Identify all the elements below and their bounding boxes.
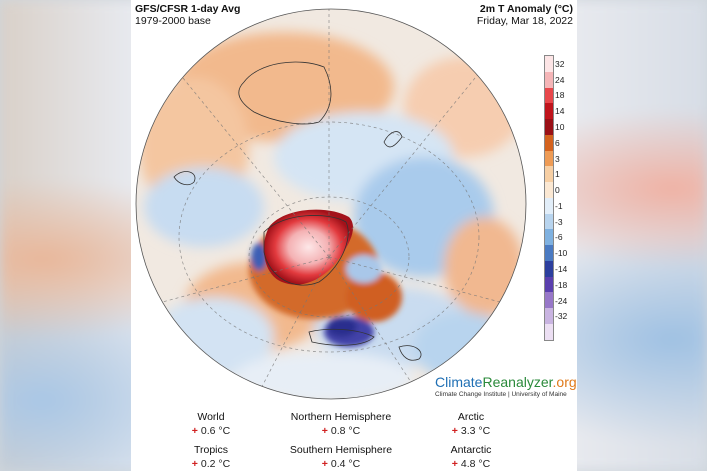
stat-label: Arctic	[457, 411, 485, 423]
stat-value: 0.6 °C	[200, 425, 231, 437]
plus-sign: +	[321, 458, 328, 470]
climate-map-panel: GFS/CFSR 1-day Avg 1979-2000 base 2m T A…	[131, 0, 577, 471]
regional-anomaly-stats: World +0.6 °C Northern Hemisphere +0.8 °…	[131, 408, 577, 471]
stat-tropics: Tropics +0.2 °C	[176, 443, 246, 471]
legend-colorbar: 32 24 18 14 10 6 3 1 0 -1 -3 -6 -10 -14 -18 -24 -32	[544, 55, 576, 345]
colorbar-gradient	[544, 55, 554, 341]
colorbar-segment	[545, 276, 553, 293]
colorbar-tick-label: -14	[555, 264, 568, 274]
colorbar-tick-label: -24	[555, 295, 568, 306]
colorbar-segment	[545, 229, 553, 246]
colorbar-segment	[545, 119, 553, 135]
stat-southern-hemisphere: Southern Hemisphere +0.4 °C	[271, 443, 411, 471]
colorbar-segment	[545, 166, 553, 183]
stat-value: 0.4 °C	[330, 458, 361, 470]
stat-value: 0.8 °C	[330, 425, 361, 437]
colorbar-segment	[545, 87, 553, 104]
colorbar-tick-label: 1	[555, 169, 560, 180]
brand-part-org: .org	[552, 374, 577, 390]
colorbar-tick-label: 10	[555, 122, 565, 132]
colorbar-tick-label: -18	[555, 279, 568, 290]
stat-label: Northern Hemisphere	[290, 411, 392, 423]
stat-label: Tropics	[193, 444, 229, 456]
stat-value: 0.2 °C	[200, 458, 231, 470]
baseline-label: 1979-2000 base	[135, 15, 211, 27]
plus-sign: +	[321, 425, 328, 437]
plus-sign: +	[191, 458, 198, 470]
plus-sign: +	[451, 458, 458, 470]
stat-label: Antarctic	[450, 444, 492, 456]
colorbar-tick-label: -1	[555, 200, 563, 211]
colorbar-tick-label: 3	[555, 153, 560, 164]
colorbar-segment	[545, 71, 553, 88]
colorbar-tick-label: 0	[555, 185, 560, 196]
colorbar-tick-label: -3	[555, 216, 563, 227]
date-label: Friday, Mar 18, 2022	[476, 15, 573, 27]
brand-block: ClimateReanalyzer.org Climate Change Ins…	[435, 375, 577, 399]
stat-label: World	[197, 411, 225, 423]
colorbar-tick-label: 24	[555, 74, 565, 85]
colorbar-segment	[545, 103, 553, 120]
globe-surface	[136, 9, 526, 399]
colorbar-segment	[545, 182, 553, 198]
colorbar-segment	[545, 308, 553, 325]
stat-label: Southern Hemisphere	[289, 444, 393, 456]
colorbar-segment	[545, 213, 553, 230]
brand-part-reanalyzer: Reanalyzer	[482, 374, 553, 390]
variable-title: 2m T Anomaly (°C)	[479, 3, 573, 15]
stat-value: 4.8 °C	[460, 458, 491, 470]
plus-sign: +	[191, 425, 198, 437]
colorbar-segment	[545, 150, 553, 167]
stat-arctic: Arctic +3.3 °C	[421, 410, 521, 438]
colorbar-tick-label: -10	[555, 248, 568, 259]
colorbar-tick-label: 14	[555, 106, 565, 117]
colorbar-segment	[545, 245, 553, 261]
model-title: GFS/CFSR 1-day Avg	[135, 3, 241, 15]
brand-part-climate: Climate	[435, 374, 483, 390]
brand-subtitle: Climate Change Institute | University of…	[435, 391, 567, 398]
colorbar-tick-label: 32	[555, 58, 565, 69]
coastlines	[173, 61, 422, 361]
globe-outline	[135, 8, 527, 400]
plus-sign: +	[451, 425, 458, 437]
graticule-lines	[143, 9, 520, 399]
colorbar-segment	[545, 134, 553, 151]
colorbar-segment	[545, 197, 553, 214]
stat-antarctic: Antarctic +4.8 °C	[421, 443, 521, 471]
colorbar-segment	[545, 56, 553, 72]
stat-northern-hemisphere: Northern Hemisphere +0.8 °C	[271, 410, 411, 438]
colorbar-segment	[545, 324, 553, 340]
colorbar-tick-label: 6	[555, 137, 560, 148]
map-header-right: 2m T Anomaly (°C) Friday, Mar 18, 2022	[477, 3, 573, 27]
anomaly-globe-map	[135, 8, 527, 400]
map-header-left: GFS/CFSR 1-day Avg 1979-2000 base	[135, 3, 240, 27]
colorbar-tick-label: -6	[555, 232, 563, 243]
colorbar-tick-label: -32	[555, 311, 568, 322]
brand-logo-text[interactable]: ClimateReanalyzer.org	[435, 375, 577, 390]
colorbar-segment	[545, 260, 553, 277]
stat-world: World +0.6 °C	[176, 410, 246, 438]
colorbar-tick-label: 18	[555, 90, 565, 101]
stat-value: 3.3 °C	[460, 425, 491, 437]
colorbar-segment	[545, 292, 553, 309]
